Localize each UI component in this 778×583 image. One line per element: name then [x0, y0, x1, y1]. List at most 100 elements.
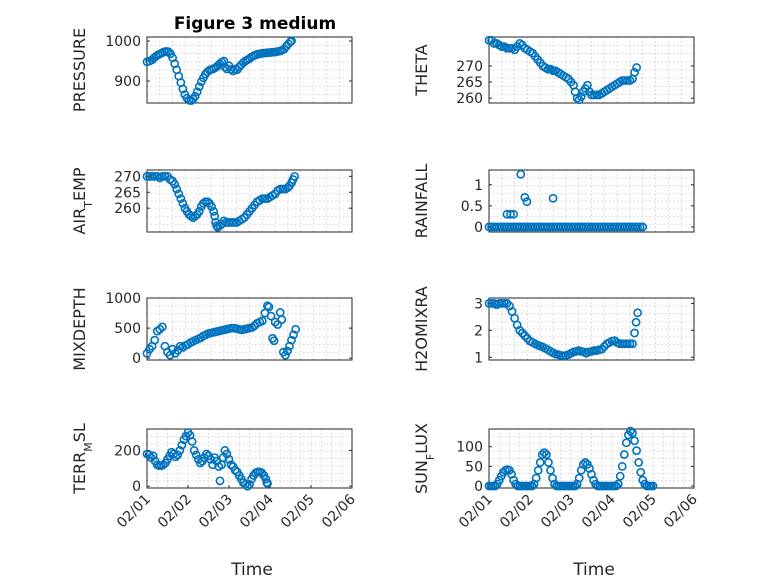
data-point: [175, 446, 185, 455]
x-tick-label: 02/02: [155, 492, 195, 532]
y-axis-label: RAINFALL: [412, 164, 431, 239]
y-tick-label: 2: [474, 323, 483, 339]
data-point: [633, 308, 643, 318]
y-axis-label: AIRTEMP: [70, 167, 95, 234]
data-point: [533, 465, 543, 475]
data-point: [633, 222, 643, 232]
data-point: [174, 189, 184, 199]
data-point: [177, 440, 187, 450]
y-tick-label: 200: [114, 443, 141, 459]
data-point: [178, 84, 188, 94]
data-point: [290, 171, 299, 181]
data-point: [219, 56, 229, 66]
subplot-h2omixra: 1 2 3 H2OMIXRA: [412, 286, 695, 372]
y-tick-label: 265: [456, 75, 483, 91]
data-point: [544, 458, 553, 467]
y-tick-label: 1000: [105, 291, 141, 307]
data-point: [222, 449, 232, 459]
data-point: [546, 465, 555, 475]
y-tick-label: 900: [114, 74, 141, 90]
data-point: [245, 480, 254, 489]
data-point: [194, 82, 204, 91]
data-point: [578, 459, 588, 469]
data-point: [192, 87, 202, 97]
data-point: [574, 473, 584, 483]
data-point: [630, 436, 639, 446]
data-point: [535, 458, 545, 467]
data-point: [638, 222, 648, 232]
data-point: [173, 450, 183, 460]
data-point: [506, 209, 515, 219]
data-point: [202, 449, 211, 459]
y-axis-label: THETA: [412, 44, 431, 96]
data-point: [632, 63, 641, 72]
y-tick-label: 500: [114, 321, 141, 337]
data-point: [628, 339, 637, 349]
data-point: [617, 461, 627, 471]
data-point: [155, 324, 165, 334]
x-tick-label: 02/05: [278, 492, 318, 532]
data-point: [630, 328, 639, 338]
data-point: [631, 317, 641, 327]
data-point: [164, 47, 173, 57]
y-axis-label: SUNFLUX: [412, 423, 437, 494]
x-tick-label: 02/05: [620, 492, 660, 532]
data-point: [148, 451, 158, 461]
x-tick-label: 02/01: [114, 492, 154, 532]
y-axis-label: TERRMSL: [70, 423, 95, 495]
data-point: [489, 39, 499, 48]
y-tick-label: 270: [114, 169, 141, 185]
plot-area: [147, 170, 352, 232]
y-tick-label: 260: [114, 201, 141, 217]
data-point: [190, 91, 200, 101]
data-point: [542, 450, 551, 459]
data-point: [229, 218, 239, 227]
data-point: [263, 479, 272, 488]
data-point: [548, 66, 558, 76]
data-point: [576, 92, 586, 101]
x-tick-label: 02/02: [497, 492, 537, 532]
axes-box: [146, 36, 353, 104]
data-point: [636, 467, 646, 477]
y-tick-label: 3: [474, 296, 483, 312]
data-point: [490, 481, 500, 491]
data-point: [537, 450, 547, 459]
axes-box: [488, 428, 695, 489]
data-point: [613, 479, 623, 489]
x-axis-label-right: Time: [572, 560, 615, 580]
data-point: [178, 198, 188, 208]
x-tick-label: 02/04: [237, 491, 277, 531]
data-point: [291, 324, 301, 334]
data-point: [191, 450, 201, 460]
axes-box: [146, 297, 353, 361]
data-point: [527, 481, 537, 491]
y-tick-label: 1: [474, 178, 483, 194]
data-point: [592, 90, 602, 100]
data-point: [278, 184, 288, 194]
data-point: [497, 298, 507, 308]
subplot-terr-msl: 0 200 02/01 02/02 02/03 02/04 02/05 02/06 TERRMS…: [70, 423, 359, 531]
data-point: [621, 438, 631, 448]
data-point: [176, 194, 186, 204]
data-point: [622, 339, 632, 349]
data-point: [269, 336, 279, 346]
data-point: [226, 460, 236, 470]
data-point: [287, 36, 296, 46]
data-point: [171, 452, 181, 462]
data-point: [240, 480, 250, 489]
subplot-sun-flux: 0 50 100 02/01 02/02 02/03 02/04 02/05 02/06 SUNF…: [412, 423, 701, 531]
y-tick-label: 0: [474, 479, 483, 495]
data-point: [230, 465, 240, 475]
data-point: [215, 476, 225, 486]
data-point: [187, 437, 197, 446]
data-point: [509, 209, 518, 219]
x-tick-label: 02/04: [579, 491, 619, 531]
data-point: [260, 194, 270, 204]
data-point: [209, 206, 219, 216]
data-point: [224, 454, 234, 464]
data-point: [635, 222, 645, 232]
data-point: [619, 450, 629, 459]
